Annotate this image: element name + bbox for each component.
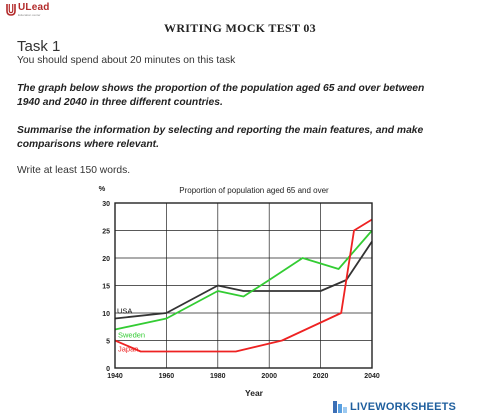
series-label-japan: Japan [118,345,138,354]
y-tick-label: 10 [102,311,110,318]
instruction-line-1: Summarise the information by selecting a… [17,125,424,136]
x-tick-label: 2040 [364,373,380,380]
task-title: Task 1 [17,38,61,55]
y-tick-label: 25 [102,229,110,236]
test-title: WRITING MOCK TEST 03 [164,21,316,35]
prompt-line-1: The graph below shows the proportion of … [17,83,425,94]
instruction-line-2: comparisons where relevant. [17,139,159,150]
time-note: You should spend about 20 minutes on thi… [17,55,236,66]
chart-title: Proportion of population aged 65 and ove… [179,186,329,195]
x-tick-label: 1960 [159,373,175,380]
series-line-usa [114,241,373,320]
prompt-line-2: 1940 and 2040 in three different countri… [17,97,223,108]
y-axis-label: % [99,184,106,193]
ulead-logo: ULead Education center [6,3,50,17]
x-tick-label: 2020 [313,373,329,380]
y-tick-label: 0 [106,366,110,373]
brand-name: ULead [18,2,50,13]
liveworksheets-icon [333,401,347,413]
x-tick-label: 1940 [107,373,123,380]
y-tick-label: 30 [102,201,110,208]
ulead-logo-icon [6,4,16,16]
x-axis-label: Year [245,388,264,398]
word-count-note: Write at least 150 words. [17,165,131,176]
y-tick-label: 15 [102,284,110,291]
series-line-japan [114,218,373,353]
plot-frame [114,202,373,369]
x-tick-label: 2000 [261,373,277,380]
series-label-sweden: Sweden [118,331,145,340]
x-tick-label: 1980 [210,373,226,380]
series-line-sweden [114,229,373,331]
y-tick-label: 5 [106,339,110,346]
footer-brand-text: LIVEWORKSHEETS [350,401,457,413]
brand-tagline: Education center [18,13,41,17]
liveworksheets-watermark: LIVEWORKSHEETS [333,401,456,413]
series-label-usa: USA [117,307,132,316]
population-chart: Proportion of population aged 65 and ove… [99,184,380,398]
y-tick-label: 20 [102,256,110,263]
